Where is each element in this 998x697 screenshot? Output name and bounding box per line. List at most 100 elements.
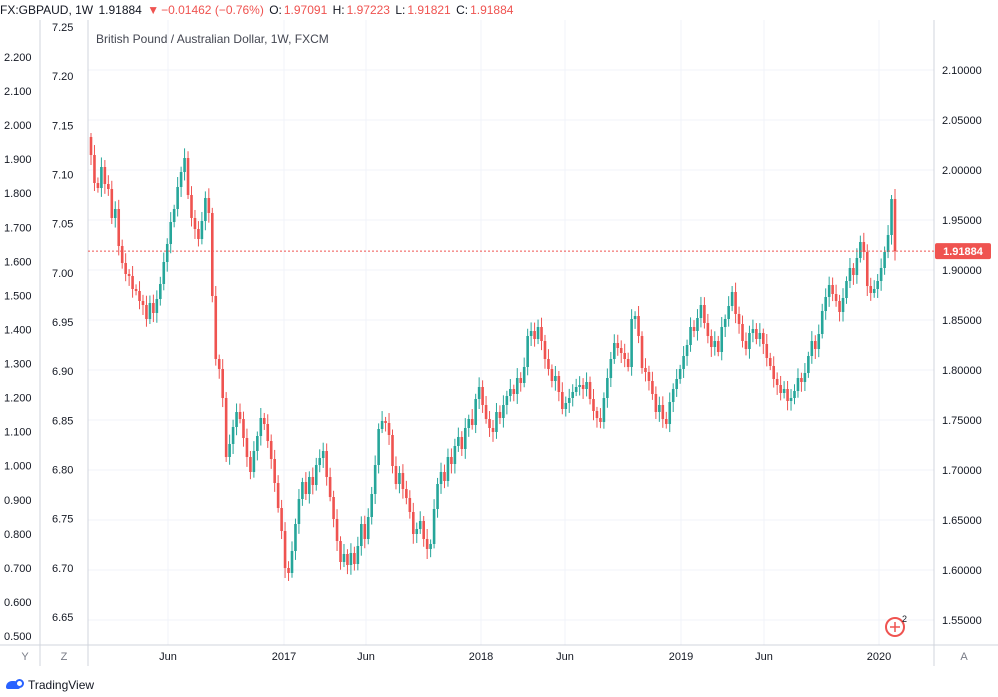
left-outer-tick-label: 0.500 xyxy=(4,631,32,643)
candle xyxy=(751,319,755,343)
candle xyxy=(304,472,308,501)
candle xyxy=(197,221,200,247)
candle xyxy=(612,334,616,364)
candle xyxy=(252,441,256,478)
candle xyxy=(529,322,533,346)
candle xyxy=(637,306,640,344)
candle xyxy=(110,180,114,224)
candle xyxy=(696,309,699,341)
candle xyxy=(249,451,252,480)
candle xyxy=(96,177,100,193)
left-outer-tick-label: 2.100 xyxy=(4,86,32,98)
candle xyxy=(879,258,883,291)
candle xyxy=(512,384,516,402)
candle xyxy=(744,332,748,356)
candle xyxy=(204,191,207,231)
candle xyxy=(321,442,325,468)
symbol-header: FX:GBPAUD, 1W 1.91884 ▼ −0.01462 (−0.76%)… xyxy=(0,0,998,20)
candle xyxy=(453,438,457,474)
candle xyxy=(692,320,696,338)
right-tick-label: 1.85000 xyxy=(942,315,982,327)
candle xyxy=(519,372,523,392)
tradingview-logo[interactable]: TradingView xyxy=(6,678,94,692)
candle xyxy=(872,280,876,298)
candle xyxy=(664,411,668,429)
price-chart[interactable]: 0.500 0.600 0.700 0.800 0.900 1.000 1.100 1.200… xyxy=(0,0,998,672)
candle xyxy=(342,544,346,568)
left-outer-tick-label: 1.300 xyxy=(4,359,32,371)
candle xyxy=(200,211,204,245)
candle xyxy=(713,331,717,356)
candle xyxy=(571,384,575,407)
candle xyxy=(457,427,460,452)
candle xyxy=(838,294,841,322)
candle xyxy=(495,403,498,439)
candle xyxy=(377,423,380,474)
candle xyxy=(540,317,543,351)
candle xyxy=(366,508,370,545)
left-outer-tick-label: 0.700 xyxy=(4,563,32,575)
candle xyxy=(859,235,862,263)
candle xyxy=(658,396,661,422)
candle xyxy=(595,406,599,428)
axis-button-z[interactable]: Z xyxy=(44,647,84,665)
symbol-label[interactable]: FX:GBPAUD, 1W xyxy=(0,3,94,17)
last-price: 1.91884 xyxy=(98,3,142,17)
candle xyxy=(845,276,848,304)
candle xyxy=(245,428,249,467)
right-tick-label: 1.90000 xyxy=(942,265,982,277)
chart-title: British Pound / Australian Dollar, 1W, F… xyxy=(96,32,329,46)
left-outer-tick-label: 0.600 xyxy=(4,597,32,609)
candle xyxy=(228,434,231,465)
candle xyxy=(411,502,415,544)
candle xyxy=(356,536,360,571)
candle xyxy=(183,148,186,181)
candle xyxy=(332,490,335,528)
candle xyxy=(172,204,176,228)
candle xyxy=(370,486,374,525)
candle xyxy=(460,431,464,456)
candle xyxy=(800,372,803,392)
candle xyxy=(716,335,720,357)
candle xyxy=(554,366,557,391)
candle xyxy=(262,412,266,430)
candle xyxy=(865,244,869,296)
candle xyxy=(103,160,107,194)
left-inner-tick-label: 6.95 xyxy=(52,317,73,329)
x-tick-label: Jun xyxy=(556,651,574,663)
candle xyxy=(231,419,235,454)
right-tick-label: 1.70000 xyxy=(942,465,982,477)
right-tick-label: 1.60000 xyxy=(942,565,982,577)
left-inner-tick-label: 7.05 xyxy=(52,219,73,231)
left-outer-tick-label: 1.500 xyxy=(4,290,32,302)
candle xyxy=(148,295,152,325)
candle xyxy=(273,449,276,492)
candle xyxy=(318,449,322,473)
candle xyxy=(436,477,439,518)
candle xyxy=(349,543,353,575)
candle xyxy=(491,420,495,442)
candle xyxy=(380,411,384,434)
candle xyxy=(748,325,751,359)
candle xyxy=(502,395,505,428)
candle xyxy=(626,352,630,372)
candle xyxy=(515,368,519,404)
x-tick-label: Jun xyxy=(755,651,773,663)
axis-button-a[interactable]: A xyxy=(950,647,980,665)
candle xyxy=(415,522,419,544)
candle xyxy=(730,285,734,312)
candle xyxy=(89,133,93,165)
candle xyxy=(446,448,450,487)
candle xyxy=(134,284,138,296)
events-flag-icon[interactable]: 2 xyxy=(885,614,907,637)
axis-button-y[interactable]: Y xyxy=(4,647,38,665)
candle xyxy=(432,499,436,549)
candle xyxy=(422,516,425,547)
candle xyxy=(210,207,214,303)
candle xyxy=(886,225,890,259)
candle xyxy=(339,536,342,570)
candle xyxy=(706,313,710,344)
candle xyxy=(557,371,561,402)
left-outer-tick-label: 1.000 xyxy=(4,461,32,473)
right-tick-label: 1.65000 xyxy=(942,515,982,527)
